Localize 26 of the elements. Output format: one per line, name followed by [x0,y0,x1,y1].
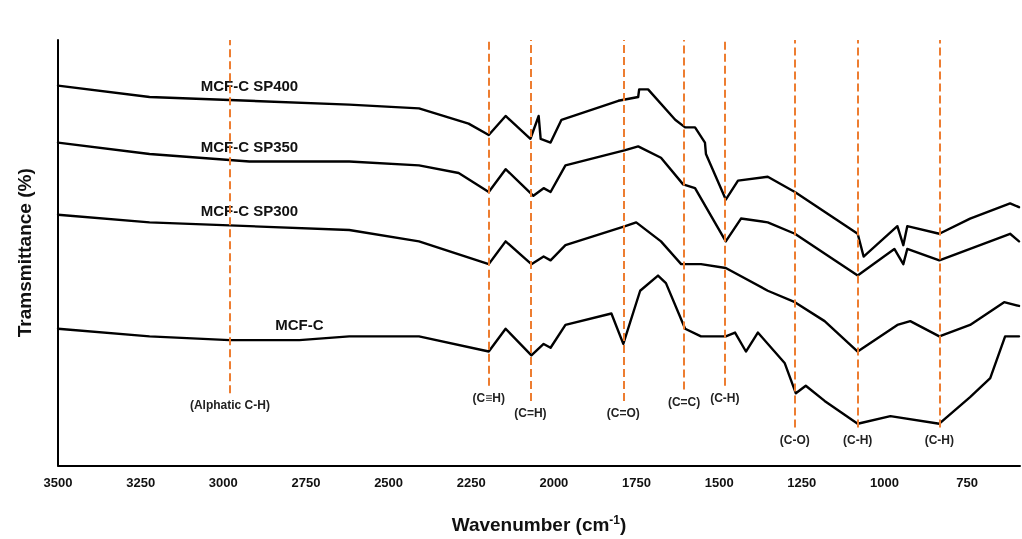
ref-line-label: (C≡H) [472,390,505,405]
x-tick-label: 2250 [456,474,486,490]
ref-line-label: (C-H) [924,432,954,447]
series-label: MCF-C SP300 [200,202,299,220]
x-tick-label: 1750 [622,474,651,490]
x-tick-label: 3500 [43,474,73,490]
x-tick-label: 1500 [704,474,734,490]
x-tick-label: 1250 [787,474,817,490]
x-tick-label: 3250 [126,474,156,490]
x-tick-label: 2750 [291,474,321,490]
x-tick-label: 1000 [870,474,899,490]
ref-line-label: (C=C) [667,394,701,409]
ref-line-label: (C=H) [514,405,547,420]
series-label: MCF-C SP400 [200,76,299,94]
ref-line-label: (C-O) [779,432,810,447]
ref-line-label: (C-H) [710,390,740,405]
x-tick-label: 3000 [208,474,238,490]
series-label: MCF-C SP350 [200,137,299,155]
ref-line-label: (Alphatic C-H) [189,398,270,413]
x-tick-label: 2500 [374,474,404,490]
ref-line-label: (C-H) [843,432,873,447]
x-tick-label: 2000 [539,474,569,490]
y-axis-title: Tramsmittance (%) [14,168,35,338]
series-label: MCF-C [275,316,324,334]
ref-line-label: (C=O) [606,405,640,420]
x-tick-label: 750 [956,474,978,490]
